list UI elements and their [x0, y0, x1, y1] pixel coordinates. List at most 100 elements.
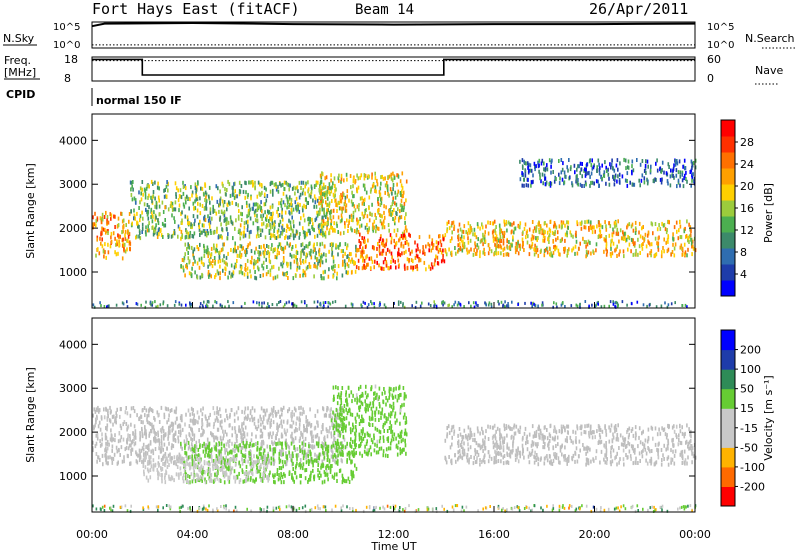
- heat-cell: [244, 454, 247, 459]
- heat-cell: [543, 238, 546, 243]
- heat-cell: [192, 201, 195, 206]
- heat-cell: [581, 174, 583, 179]
- heat-cell: [644, 163, 647, 168]
- heat-cell: [299, 202, 301, 207]
- heat-cell: [199, 202, 201, 207]
- heat-cell: [343, 178, 345, 183]
- heat-cell: [516, 244, 518, 249]
- heat-cell: [229, 465, 232, 470]
- heat-cell: [442, 300, 444, 304]
- heat-cell: [336, 203, 339, 208]
- heat-cell: [305, 181, 307, 186]
- heat-cell: [559, 176, 561, 181]
- heat-cell: [247, 208, 250, 213]
- heat-cell: [285, 432, 287, 437]
- heat-cell: [189, 461, 191, 466]
- heat-cell: [124, 233, 126, 238]
- heat-cell: [271, 265, 273, 270]
- heat-cell: [609, 224, 612, 229]
- heat-cell: [513, 226, 516, 231]
- heat-cell: [202, 428, 204, 433]
- heat-cell: [278, 423, 281, 428]
- heat-cell: [305, 419, 307, 424]
- heat-cell: [269, 431, 272, 436]
- heat-cell: [171, 233, 174, 238]
- heat-cell: [291, 431, 293, 436]
- heat-cell: [157, 430, 159, 435]
- heat-cell: [473, 305, 476, 309]
- heat-cell: [131, 184, 133, 189]
- heat-cell: [281, 210, 283, 215]
- heat-cell: [503, 230, 506, 235]
- heat-cell: [218, 250, 220, 255]
- heat-cell: [340, 177, 343, 182]
- heat-cell: [140, 420, 143, 424]
- heat-cell: [226, 416, 229, 421]
- heat-cell: [544, 221, 546, 225]
- heat-cell: [440, 250, 443, 255]
- heat-cell: [382, 238, 384, 243]
- heat-cell: [364, 187, 366, 192]
- heat-cell: [224, 470, 226, 475]
- heat-cell: [251, 180, 254, 184]
- heat-cell: [519, 177, 522, 182]
- heat-cell: [614, 224, 616, 229]
- heat-cell: [240, 305, 243, 309]
- heat-cell: [636, 158, 638, 162]
- heat-cell: [552, 239, 555, 244]
- heat-cell: [358, 239, 360, 243]
- heat-cell: [532, 229, 535, 234]
- heat-cell: [584, 173, 587, 178]
- heat-cell: [217, 468, 219, 473]
- heat-cell: [312, 438, 314, 443]
- heat-cell: [343, 478, 345, 483]
- heat-cell: [684, 226, 686, 231]
- heat-cell: [381, 214, 383, 219]
- heat-cell: [126, 247, 128, 252]
- heat-cell: [254, 250, 256, 255]
- heat-cell: [194, 199, 196, 204]
- heat-cell: [270, 418, 272, 423]
- heat-cell: [208, 221, 211, 226]
- heat-cell: [340, 213, 343, 218]
- heat-cell: [150, 215, 152, 220]
- heat-cell: [438, 248, 441, 252]
- heat-cell: [344, 221, 346, 226]
- heat-cell: [116, 449, 119, 454]
- heat-cell: [138, 190, 140, 195]
- heat-cell: [392, 217, 394, 221]
- heat-cell: [367, 303, 370, 307]
- heat-cell: [522, 242, 524, 247]
- heat-cell: [453, 227, 455, 231]
- heat-cell: [219, 420, 222, 425]
- heat-cell: [302, 260, 305, 265]
- heat-cell: [231, 433, 233, 438]
- heat-cell: [290, 224, 292, 229]
- heat-cell: [684, 303, 687, 307]
- heat-cell: [219, 189, 221, 194]
- heat-cell: [317, 180, 319, 185]
- heat-cell: [234, 226, 236, 231]
- heat-cell: [380, 201, 383, 206]
- heat-cell: [330, 407, 332, 412]
- heat-cell: [264, 473, 266, 478]
- heat-cell: [178, 430, 180, 434]
- heat-cell: [255, 460, 258, 465]
- heat-cell: [398, 252, 400, 256]
- heat-cell: [298, 235, 301, 240]
- heat-cell: [299, 480, 302, 485]
- heat-cell: [92, 303, 95, 307]
- heat-cell: [227, 451, 229, 456]
- heat-cell: [483, 252, 486, 256]
- heat-cell: [241, 246, 243, 251]
- heat-cell: [623, 231, 626, 236]
- heat-cell: [371, 245, 374, 250]
- heat-cell: [260, 233, 262, 237]
- heat-cell: [351, 257, 353, 262]
- heat-cell: [303, 251, 305, 256]
- heat-cell: [382, 222, 385, 227]
- heat-cell: [146, 414, 148, 419]
- heat-cell: [389, 208, 391, 212]
- heat-cell: [150, 303, 152, 307]
- heat-cell: [330, 431, 332, 436]
